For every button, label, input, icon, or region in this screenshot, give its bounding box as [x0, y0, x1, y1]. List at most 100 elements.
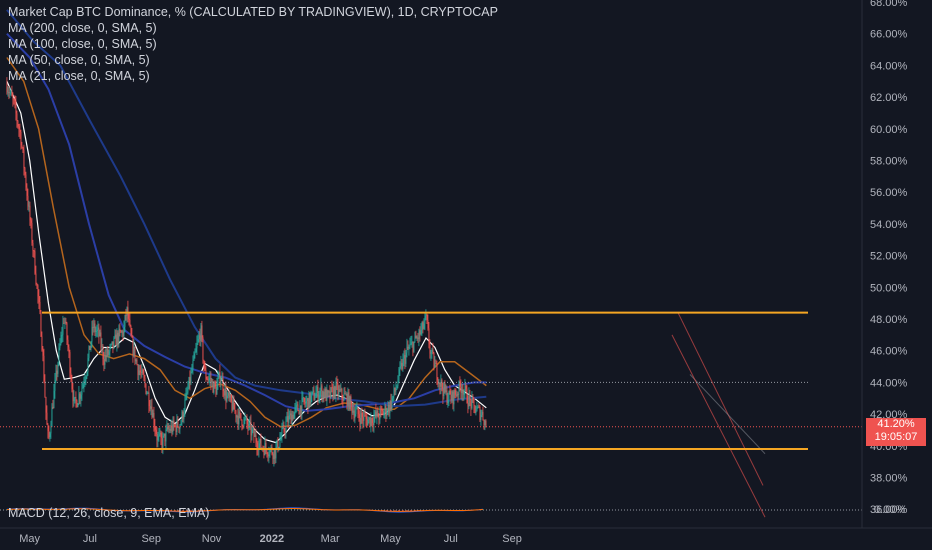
candle-body: [385, 405, 387, 416]
candle-body: [260, 439, 262, 449]
candle-body: [55, 370, 57, 380]
candle-body: [357, 407, 359, 415]
candle-body: [129, 319, 131, 326]
candle-body: [224, 388, 226, 396]
candle-body: [268, 454, 270, 457]
candle-body: [115, 334, 117, 346]
legend-ma21[interactable]: MA (21, close, 0, SMA, 5): [8, 69, 150, 83]
candle-body: [414, 335, 416, 342]
channel-upper-line: [677, 312, 764, 486]
candle-body: [208, 378, 210, 380]
candle-body: [66, 323, 68, 340]
candle-body: [352, 410, 354, 413]
candle-body: [355, 409, 357, 414]
candle-body: [362, 417, 364, 422]
candle-body: [474, 405, 476, 413]
candle-body: [445, 390, 447, 392]
candle-body: [15, 103, 17, 114]
candle-body: [280, 437, 282, 440]
candle-body: [377, 410, 379, 418]
candle-body: [142, 369, 144, 375]
candle-body: [475, 411, 477, 413]
candle-body: [373, 416, 375, 426]
symbol-title[interactable]: Market Cap BTC Dominance, % (CALCULATED …: [8, 5, 498, 19]
support-resistance-levels: [0, 311, 862, 450]
candle-body: [95, 331, 97, 333]
candle-body: [28, 205, 30, 207]
candle-body: [400, 362, 402, 367]
candle-body: [379, 409, 381, 420]
candle-body: [449, 390, 451, 395]
candle-body: [132, 337, 134, 356]
candle-body: [247, 424, 249, 428]
candle-body: [440, 379, 442, 387]
candle-body: [484, 420, 486, 426]
candle-body: [337, 384, 339, 395]
candle-body: [96, 329, 98, 332]
candle-body: [88, 345, 90, 359]
candle-body: [222, 377, 224, 391]
candle-body: [72, 389, 74, 402]
candle-body: [234, 409, 236, 411]
legend-macd[interactable]: MACD (12, 26, close, 9, EMA, EMA): [8, 506, 210, 520]
candle-body: [149, 406, 151, 409]
candle-body: [331, 387, 333, 389]
candle-body: [223, 390, 225, 396]
candle-body: [205, 370, 207, 379]
candle-body: [433, 352, 435, 368]
candle-body: [92, 326, 94, 328]
candle-body: [173, 420, 175, 426]
candle-body: [419, 330, 421, 335]
candle-body: [381, 409, 383, 412]
candle-body: [408, 347, 410, 349]
candle-body: [460, 386, 462, 394]
candle-body: [328, 391, 330, 393]
time-tick-label: Jul: [444, 533, 458, 545]
candle-body: [84, 380, 86, 384]
price-tick-label: 68.00%: [870, 0, 908, 9]
candle-body: [388, 404, 390, 413]
legend-ma200[interactable]: MA (200, close, 0, SMA, 5): [8, 21, 157, 35]
candle-body: [231, 401, 233, 411]
candle-body: [369, 417, 371, 426]
candle-body: [215, 386, 217, 395]
candle-body: [339, 389, 341, 391]
candle-body: [443, 383, 445, 397]
candle-body: [160, 433, 162, 439]
legend-ma100[interactable]: MA (100, close, 0, SMA, 5): [8, 37, 157, 51]
candle-body: [233, 399, 235, 410]
candle-body: [53, 390, 55, 409]
candle-body: [281, 428, 283, 438]
candle-body: [457, 393, 459, 395]
candle-body: [283, 425, 285, 432]
candle-body: [82, 384, 84, 389]
candle-body: [336, 382, 338, 385]
candle-body: [252, 428, 254, 430]
candle-body: [101, 345, 103, 348]
time-axis[interactable]: May Jul Sep Nov 2022 Mar May Jul Sep: [19, 533, 522, 545]
candle-body: [316, 386, 318, 393]
candle-body: [315, 392, 317, 398]
candle-body: [219, 372, 221, 384]
candle-body: [313, 390, 315, 401]
ma50-line: [6, 57, 487, 428]
candle-body: [112, 341, 114, 348]
candle-body: [454, 390, 456, 395]
price-tick-label: 64.00%: [870, 60, 908, 72]
candle-body: [427, 320, 429, 329]
candle-body: [79, 393, 81, 399]
candle-body: [40, 311, 42, 337]
candle-body: [279, 439, 281, 447]
candle-body: [421, 322, 423, 330]
moving-averages: [6, 9, 487, 444]
candle-body: [297, 404, 299, 411]
candle-body: [83, 383, 85, 385]
candle-body: [176, 419, 178, 433]
candle-body: [230, 394, 232, 402]
candle-body: [41, 336, 43, 350]
macd-tick-label: 0.00%: [874, 504, 905, 516]
candle-body: [16, 113, 18, 122]
legend-ma50[interactable]: MA (50, close, 0, SMA, 5): [8, 53, 150, 67]
candle-body: [309, 392, 311, 404]
candle-body: [229, 394, 231, 398]
